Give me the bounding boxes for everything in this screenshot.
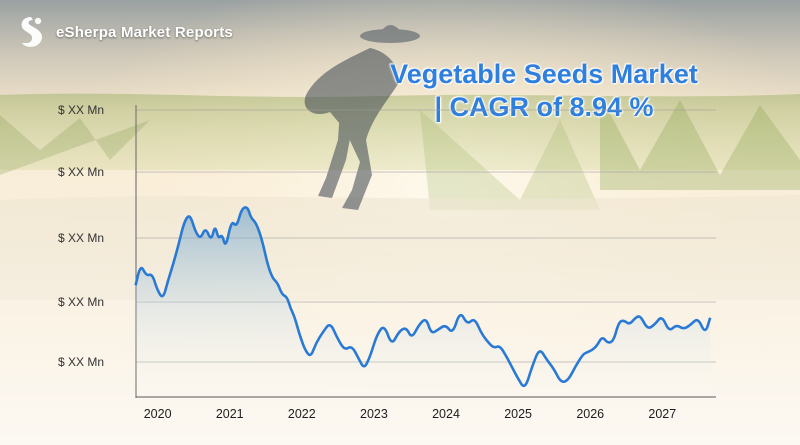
esherpa-logo-icon: [21, 17, 43, 47]
series-area: [135, 207, 711, 396]
y-tick-label: $ XX Mn: [58, 295, 104, 309]
farmer-silhouette: [304, 25, 420, 210]
y-tick-label: $ XX Mn: [58, 231, 104, 245]
x-tick-label: 2023: [360, 407, 388, 421]
x-axis-labels: 2020 2021 2022 2023 2024 2025 2026 2027: [144, 407, 677, 421]
x-tick-label: 2021: [216, 407, 244, 421]
x-tick-label: 2024: [432, 407, 460, 421]
brand-name: eSherpa Market Reports: [56, 23, 233, 41]
x-tick-label: 2022: [288, 407, 316, 421]
y-tick-label: $ XX Mn: [58, 355, 104, 369]
x-tick-label: 2020: [144, 407, 172, 421]
x-tick-label: 2026: [576, 407, 604, 421]
y-tick-label: $ XX Mn: [58, 103, 104, 117]
page-title: Vegetable Seeds Market | CAGR of 8.94 %: [300, 58, 788, 124]
title-line-2: | CAGR of 8.94 %: [434, 92, 654, 122]
title-line-1: Vegetable Seeds Market: [390, 59, 698, 89]
y-tick-label: $ XX Mn: [58, 165, 104, 179]
brand-logo[interactable]: eSherpa Market Reports: [12, 13, 233, 51]
y-axis-labels: $ XX Mn $ XX Mn $ XX Mn $ XX Mn $ XX Mn: [58, 103, 104, 369]
x-tick-label: 2027: [648, 407, 676, 421]
x-tick-label: 2025: [504, 407, 532, 421]
series-line: [134, 206, 712, 388]
